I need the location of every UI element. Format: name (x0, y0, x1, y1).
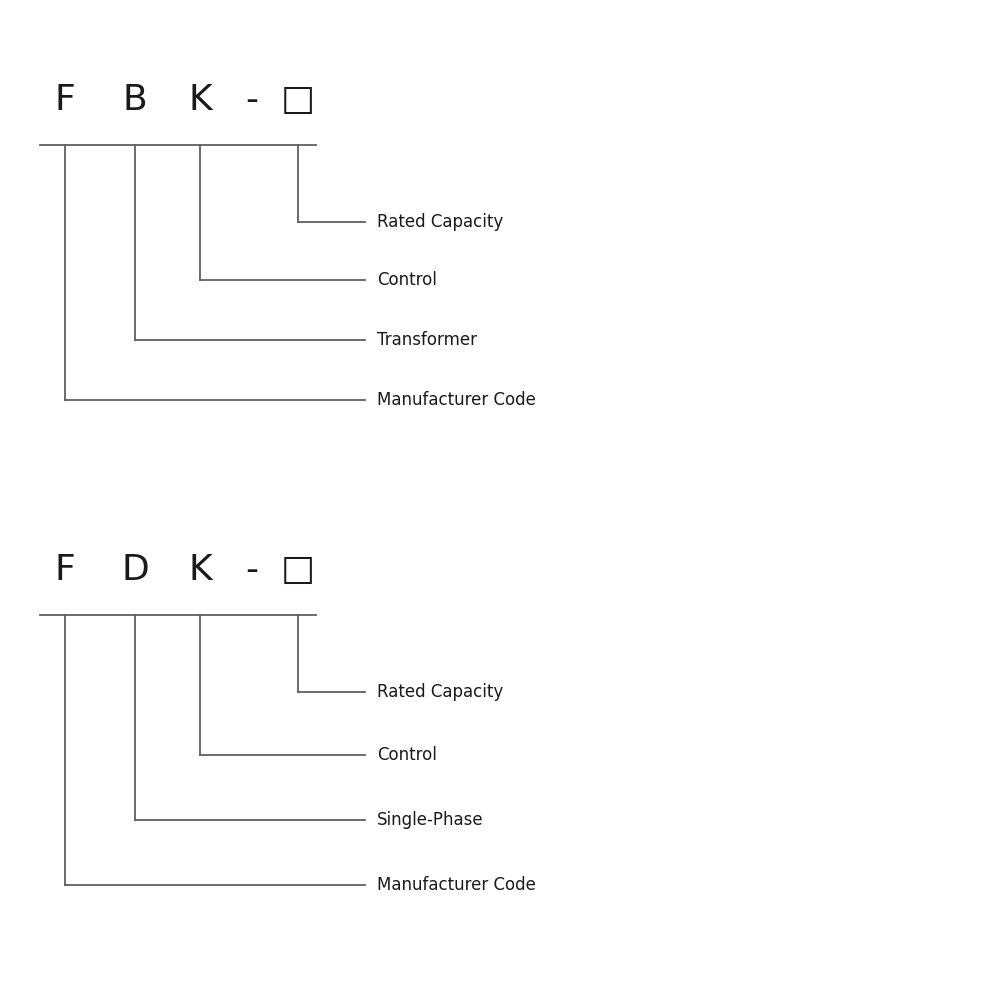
Text: B: B (123, 83, 147, 117)
Text: -: - (246, 83, 258, 117)
Text: K: K (188, 83, 212, 117)
Text: Control: Control (377, 271, 437, 289)
Text: F: F (55, 553, 75, 587)
Text: Rated Capacity: Rated Capacity (377, 213, 503, 231)
Text: D: D (121, 553, 149, 587)
Text: □: □ (281, 83, 315, 117)
Text: Rated Capacity: Rated Capacity (377, 683, 503, 701)
Text: Control: Control (377, 746, 437, 764)
Text: Manufacturer Code: Manufacturer Code (377, 391, 536, 409)
Text: F: F (55, 83, 75, 117)
Text: □: □ (281, 553, 315, 587)
Text: K: K (188, 553, 212, 587)
Text: -: - (246, 553, 258, 587)
Text: Transformer: Transformer (377, 331, 477, 349)
Text: Manufacturer Code: Manufacturer Code (377, 876, 536, 894)
Text: Single-Phase: Single-Phase (377, 811, 484, 829)
